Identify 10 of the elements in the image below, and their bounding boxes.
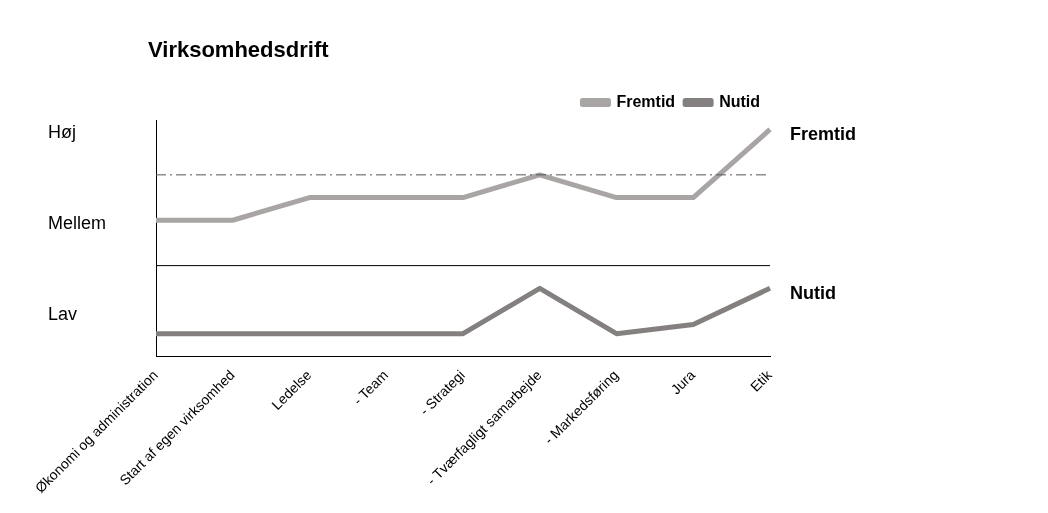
- text: Fremtid: [790, 124, 857, 145]
- chart-title: Virksomhedsdrift: [148, 37, 330, 63]
- text: Høj: [48, 122, 76, 143]
- legend-label: Fremtid: [616, 92, 676, 110]
- text: Nutid: [790, 283, 836, 304]
- x-tick-label: Jura: [667, 366, 699, 398]
- text: Mellem: [48, 213, 107, 234]
- x-tick-label: Etik: [747, 366, 776, 395]
- text: Lav: [48, 303, 78, 324]
- legend-label: Nutid: [719, 92, 760, 110]
